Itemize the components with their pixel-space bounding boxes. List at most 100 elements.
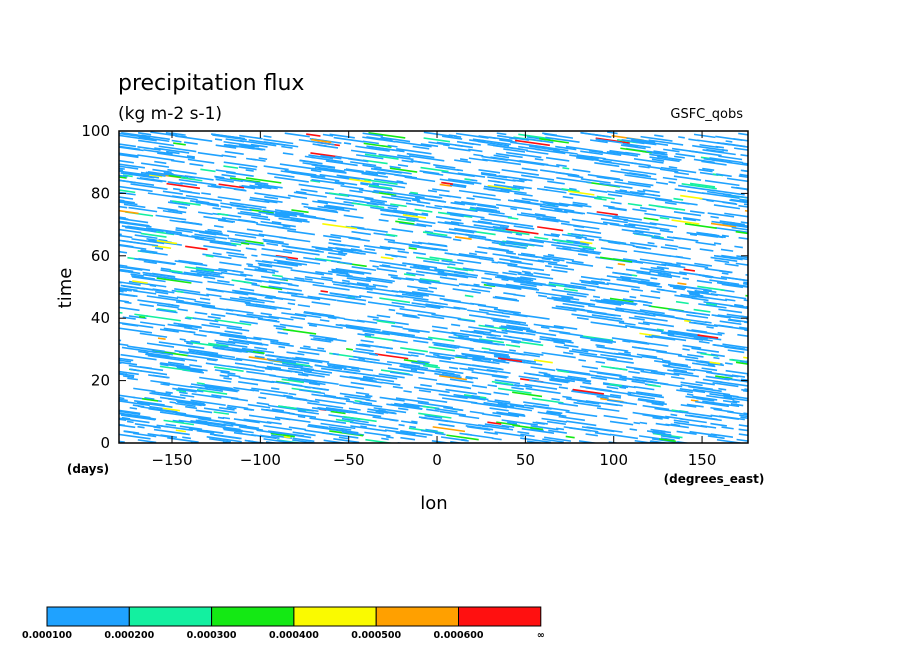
precip-streak (738, 428, 748, 434)
precip-streak (364, 178, 398, 186)
precip-streak (178, 178, 217, 186)
precip-streak (494, 379, 521, 385)
precip-streak (160, 267, 172, 271)
precip-streak (226, 406, 237, 410)
precip-streak (177, 308, 188, 312)
precip-streak (676, 430, 697, 436)
precip-streak (202, 253, 232, 260)
precip-streak (278, 345, 286, 349)
precip-streak (426, 233, 452, 239)
precip-streak (138, 350, 149, 354)
precip-streak (411, 199, 421, 202)
precip-streak (220, 345, 254, 352)
precip-streak (239, 134, 263, 140)
precip-streak (119, 357, 132, 363)
precip-streak (435, 368, 464, 375)
precip-streak (331, 268, 365, 275)
precip-streak (330, 410, 346, 415)
precip-streak (673, 419, 690, 424)
precip-streak (404, 176, 436, 183)
precip-streak (175, 227, 205, 233)
precip-streak (343, 368, 361, 373)
precip-streak (429, 351, 464, 359)
precip-streak (572, 388, 605, 395)
precip-streak (119, 243, 147, 250)
precip-streak (496, 421, 518, 426)
precip-streak (484, 431, 498, 435)
precip-streak (563, 210, 571, 213)
precip-streak (594, 431, 612, 436)
precip-streak (131, 368, 168, 376)
precip-streak (545, 156, 570, 162)
precip-streak (387, 206, 398, 210)
precip-streak (695, 241, 716, 246)
precip-streak (171, 271, 202, 278)
precip-streak (453, 333, 470, 338)
precip-streak (419, 277, 440, 283)
precip-streak (392, 339, 408, 344)
precip-streak (254, 346, 268, 350)
precip-streak (176, 366, 203, 372)
precip-streak (292, 437, 315, 443)
precip-streak (406, 272, 425, 277)
precip-streak (212, 346, 223, 350)
precip-streak (580, 150, 603, 156)
precip-streak (509, 404, 520, 408)
precip-streak (408, 351, 425, 356)
precip-streak (198, 211, 213, 216)
precip-streak (387, 367, 425, 375)
precip-streak (303, 256, 327, 262)
precip-streak (578, 242, 586, 245)
precip-streak (418, 412, 452, 419)
precip-streak (167, 397, 205, 405)
precip-streak (244, 267, 276, 274)
precip-streak (557, 369, 570, 374)
precip-streak (341, 431, 361, 436)
x-tick-label: −50 (333, 451, 365, 469)
precip-streak (388, 308, 396, 312)
precip-streak (119, 153, 139, 159)
precip-streak (231, 279, 252, 284)
precip-streak (216, 341, 248, 348)
precip-streak (743, 299, 748, 303)
precip-streak (666, 236, 681, 240)
precip-streak (468, 236, 492, 241)
precip-streak (362, 164, 382, 169)
precip-streak (410, 354, 419, 357)
precip-streak (606, 131, 618, 135)
precip-streak (193, 333, 207, 337)
precip-streak (416, 223, 433, 227)
precip-streak (634, 315, 668, 322)
precip-streak (439, 178, 475, 185)
precip-streak (703, 157, 720, 162)
precip-streak (750, 275, 786, 282)
precip-streak (148, 239, 182, 246)
precip-streak (615, 307, 645, 313)
precip-streak (500, 325, 533, 332)
precip-streak (131, 238, 165, 245)
precip-streak (119, 417, 127, 421)
precip-streak (248, 296, 257, 300)
precip-streak (688, 138, 700, 142)
precip-streak (212, 134, 247, 141)
precip-streak (640, 370, 666, 376)
precip-streak (152, 168, 172, 174)
precip-streak (762, 281, 773, 284)
precip-streak (350, 161, 377, 167)
precip-streak (190, 270, 221, 276)
precip-streak (239, 287, 255, 292)
precip-streak (555, 171, 578, 177)
precip-streak (670, 413, 678, 417)
precip-streak (494, 399, 511, 404)
precip-streak (572, 203, 592, 208)
precip-streak (275, 212, 298, 217)
precip-streak (650, 428, 666, 433)
colorbar-swatch (375, 606, 460, 627)
precip-streak (207, 424, 241, 431)
precip-streak (487, 384, 498, 388)
precip-streak (298, 389, 326, 395)
precip-streak (659, 269, 687, 276)
precip-streak (212, 252, 222, 256)
precip-streak (229, 201, 267, 209)
precip-streak (520, 276, 537, 281)
